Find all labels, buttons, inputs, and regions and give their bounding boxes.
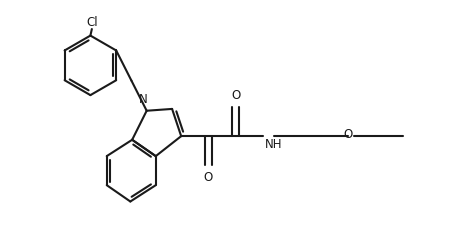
Text: O: O [231, 89, 240, 102]
Text: O: O [203, 171, 213, 184]
Text: NH: NH [264, 138, 282, 151]
Text: O: O [343, 128, 352, 141]
Text: Cl: Cl [86, 16, 98, 29]
Text: N: N [138, 93, 147, 106]
